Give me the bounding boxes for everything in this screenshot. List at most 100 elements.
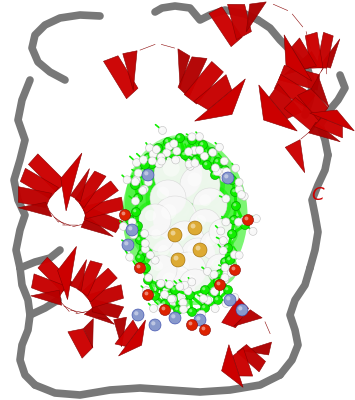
Ellipse shape [179, 298, 187, 306]
Ellipse shape [144, 292, 148, 295]
Ellipse shape [131, 227, 134, 230]
Ellipse shape [158, 245, 169, 256]
Ellipse shape [144, 171, 148, 176]
Ellipse shape [165, 248, 211, 292]
Ellipse shape [133, 194, 142, 202]
Ellipse shape [187, 308, 197, 316]
Polygon shape [259, 85, 297, 131]
Ellipse shape [150, 180, 186, 216]
Polygon shape [161, 44, 175, 48]
Ellipse shape [199, 312, 202, 314]
Ellipse shape [191, 224, 196, 228]
Polygon shape [50, 212, 59, 222]
Ellipse shape [240, 216, 248, 224]
Ellipse shape [164, 150, 167, 153]
Ellipse shape [217, 282, 220, 285]
Polygon shape [284, 98, 321, 132]
Polygon shape [274, 74, 315, 108]
Polygon shape [222, 345, 243, 387]
Ellipse shape [191, 159, 199, 167]
Polygon shape [317, 67, 324, 78]
Ellipse shape [177, 284, 180, 287]
Polygon shape [284, 51, 320, 75]
Ellipse shape [181, 300, 184, 303]
Ellipse shape [147, 172, 150, 175]
Ellipse shape [180, 150, 190, 160]
Polygon shape [114, 317, 126, 347]
Ellipse shape [140, 168, 148, 176]
Ellipse shape [217, 145, 220, 148]
Polygon shape [140, 44, 155, 50]
Ellipse shape [232, 295, 235, 298]
Ellipse shape [173, 158, 176, 160]
Text: C: C [312, 186, 324, 204]
Ellipse shape [134, 265, 142, 273]
Ellipse shape [143, 251, 181, 289]
Ellipse shape [142, 162, 145, 165]
Ellipse shape [172, 287, 175, 290]
Ellipse shape [136, 236, 144, 244]
Ellipse shape [175, 160, 225, 210]
Ellipse shape [131, 178, 139, 186]
Ellipse shape [172, 156, 180, 164]
Ellipse shape [165, 139, 168, 142]
Polygon shape [83, 197, 124, 219]
Ellipse shape [204, 296, 212, 304]
Ellipse shape [186, 290, 195, 300]
Ellipse shape [186, 162, 194, 170]
Polygon shape [83, 318, 93, 347]
Ellipse shape [144, 288, 147, 291]
Ellipse shape [182, 283, 185, 286]
Ellipse shape [212, 272, 214, 275]
Ellipse shape [158, 126, 166, 134]
Polygon shape [320, 39, 340, 68]
Ellipse shape [150, 260, 200, 310]
Polygon shape [54, 217, 65, 224]
Ellipse shape [136, 254, 144, 262]
Ellipse shape [202, 287, 205, 290]
Ellipse shape [141, 160, 149, 170]
Ellipse shape [213, 296, 223, 304]
Ellipse shape [185, 148, 193, 156]
Ellipse shape [208, 148, 217, 156]
Ellipse shape [142, 220, 178, 256]
Ellipse shape [131, 232, 134, 235]
Ellipse shape [167, 282, 170, 285]
Ellipse shape [233, 203, 236, 206]
Ellipse shape [254, 216, 257, 219]
Ellipse shape [239, 192, 242, 195]
Ellipse shape [124, 240, 132, 248]
Ellipse shape [126, 216, 135, 224]
Ellipse shape [147, 146, 150, 148]
Ellipse shape [197, 310, 206, 318]
Ellipse shape [174, 148, 177, 151]
Ellipse shape [189, 209, 221, 241]
Ellipse shape [168, 228, 182, 242]
Ellipse shape [160, 128, 163, 131]
Ellipse shape [191, 156, 201, 164]
Polygon shape [84, 306, 114, 324]
Ellipse shape [227, 269, 235, 277]
Ellipse shape [223, 269, 231, 277]
Ellipse shape [146, 176, 191, 220]
Ellipse shape [140, 188, 143, 191]
Ellipse shape [214, 280, 225, 290]
Ellipse shape [151, 152, 153, 154]
Ellipse shape [236, 220, 239, 222]
Ellipse shape [173, 228, 186, 241]
Ellipse shape [143, 241, 146, 244]
Ellipse shape [231, 266, 235, 270]
Ellipse shape [146, 171, 154, 179]
Ellipse shape [170, 140, 178, 148]
Polygon shape [233, 348, 253, 376]
Ellipse shape [229, 216, 239, 224]
Polygon shape [75, 171, 106, 208]
Ellipse shape [197, 148, 200, 150]
Ellipse shape [177, 259, 189, 271]
Polygon shape [178, 49, 190, 88]
Ellipse shape [236, 304, 248, 316]
Polygon shape [81, 215, 113, 237]
Ellipse shape [149, 161, 152, 164]
Ellipse shape [132, 309, 144, 321]
Ellipse shape [227, 257, 230, 260]
